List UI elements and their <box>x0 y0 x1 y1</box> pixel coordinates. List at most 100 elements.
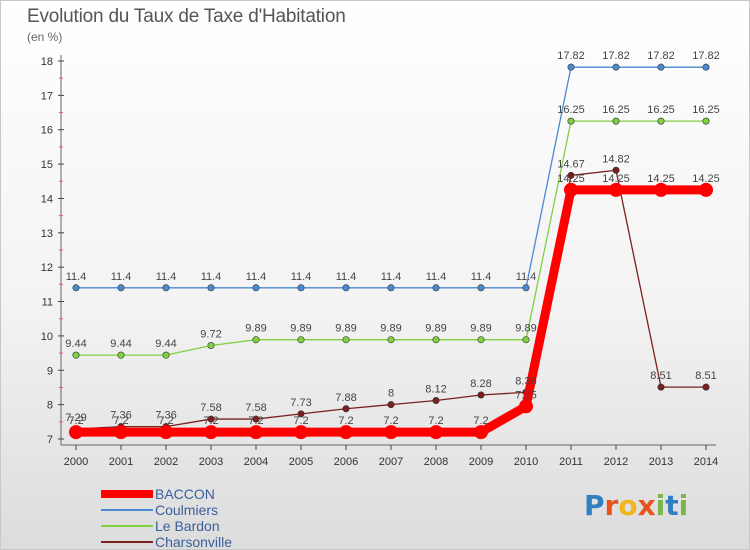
data-label: 7.58 <box>245 402 266 414</box>
x-tick-label: 2001 <box>109 456 133 468</box>
data-point <box>162 284 170 292</box>
data-point <box>117 351 125 359</box>
data-point <box>477 336 485 344</box>
x-tick-label: 2014 <box>694 456 718 468</box>
data-label: 11.4 <box>516 271 537 283</box>
data-point <box>519 399 533 414</box>
data-label: 7.36 <box>110 410 131 422</box>
data-point <box>567 117 575 125</box>
data-point <box>69 425 83 440</box>
data-label: 11.4 <box>336 271 357 283</box>
y-tick-label: 9 <box>47 365 53 377</box>
y-tick-label: 14 <box>41 193 53 205</box>
data-label: 14.25 <box>602 173 630 185</box>
data-label: 11.4 <box>201 271 222 283</box>
data-point <box>207 284 215 292</box>
logo-letter: o <box>618 489 638 522</box>
y-tick-label: 18 <box>41 56 53 68</box>
x-tick-label: 2005 <box>289 456 313 468</box>
data-point <box>477 391 485 399</box>
data-point <box>429 425 443 440</box>
data-label: 16.25 <box>692 104 720 116</box>
data-point <box>387 284 395 292</box>
x-tick-label: 2011 <box>559 456 583 468</box>
data-point <box>567 63 575 71</box>
data-point <box>207 342 215 350</box>
data-point <box>609 182 623 197</box>
data-point <box>207 415 215 423</box>
data-point <box>432 336 440 344</box>
legend-label: Le Bardon <box>155 518 220 534</box>
legend-swatch <box>101 525 153 527</box>
data-label: 8.36 <box>515 375 536 387</box>
data-label: 17.82 <box>692 50 720 62</box>
data-point <box>657 63 665 71</box>
y-tick-label: 13 <box>41 228 53 240</box>
data-label: 7.2 <box>248 415 263 427</box>
data-point <box>297 410 305 418</box>
data-label: 17.82 <box>647 50 675 62</box>
y-tick-label: 10 <box>41 331 53 343</box>
data-point <box>297 336 305 344</box>
data-point <box>252 415 260 423</box>
logo-letter: i <box>678 489 689 522</box>
x-tick-label: 2007 <box>379 456 403 468</box>
legend-label: BACCON <box>155 486 215 502</box>
data-label: 9.44 <box>155 338 176 350</box>
data-point <box>432 284 440 292</box>
data-point <box>387 401 395 409</box>
y-tick-label: 7 <box>47 434 53 446</box>
y-tick-label: 17 <box>41 90 53 102</box>
y-tick-label: 8 <box>47 400 53 412</box>
data-label: 11.4 <box>246 271 267 283</box>
data-point <box>252 284 260 292</box>
data-label: 8.51 <box>650 370 671 382</box>
data-label: 7.36 <box>155 410 176 422</box>
data-label: 7.29 <box>65 412 86 424</box>
data-label: 7.88 <box>335 392 356 404</box>
data-point <box>522 284 530 292</box>
data-label: 7.2 <box>293 415 308 427</box>
data-label: 9.89 <box>245 323 266 335</box>
data-label: 9.89 <box>290 323 311 335</box>
x-tick-label: 2004 <box>244 456 268 468</box>
y-tick-label: 16 <box>41 125 53 137</box>
chart-title: Evolution du Taux de Taxe d'Habitation <box>27 6 346 27</box>
logo-letter: r <box>604 489 619 522</box>
data-label: 8 <box>388 388 394 400</box>
x-tick-label: 2012 <box>604 456 628 468</box>
data-point <box>162 351 170 359</box>
data-point <box>342 336 350 344</box>
logo-letter: i <box>655 489 666 522</box>
data-point <box>702 63 710 71</box>
data-label: 8.28 <box>470 378 491 390</box>
data-point <box>567 171 575 179</box>
data-label: 14.25 <box>647 173 675 185</box>
data-point <box>702 117 710 125</box>
proxiti-logo: Proxiti <box>584 489 688 522</box>
data-label: 11.4 <box>156 271 177 283</box>
data-label: 16.25 <box>647 104 675 116</box>
data-point <box>384 425 398 440</box>
x-tick-label: 2010 <box>514 456 538 468</box>
data-point <box>159 425 173 440</box>
data-label: 7.2 <box>383 415 398 427</box>
data-point <box>114 425 128 440</box>
data-point <box>699 182 713 197</box>
data-label: 7.73 <box>290 397 311 409</box>
data-label: 9.44 <box>110 338 131 350</box>
data-label: 14.82 <box>602 153 630 165</box>
data-label: 11.4 <box>66 271 87 283</box>
data-label: 7.2 <box>203 415 218 427</box>
data-label: 16.25 <box>557 104 585 116</box>
data-point <box>612 63 620 71</box>
data-label: 8.51 <box>695 370 716 382</box>
data-label: 7.2 <box>428 415 443 427</box>
data-point <box>387 336 395 344</box>
data-label: 7.58 <box>200 402 221 414</box>
x-tick-label: 2003 <box>199 456 223 468</box>
data-label: 14.25 <box>557 173 585 185</box>
data-label: 11.4 <box>471 271 492 283</box>
data-label: 7.2 <box>113 415 128 427</box>
legend-swatch <box>101 509 153 511</box>
